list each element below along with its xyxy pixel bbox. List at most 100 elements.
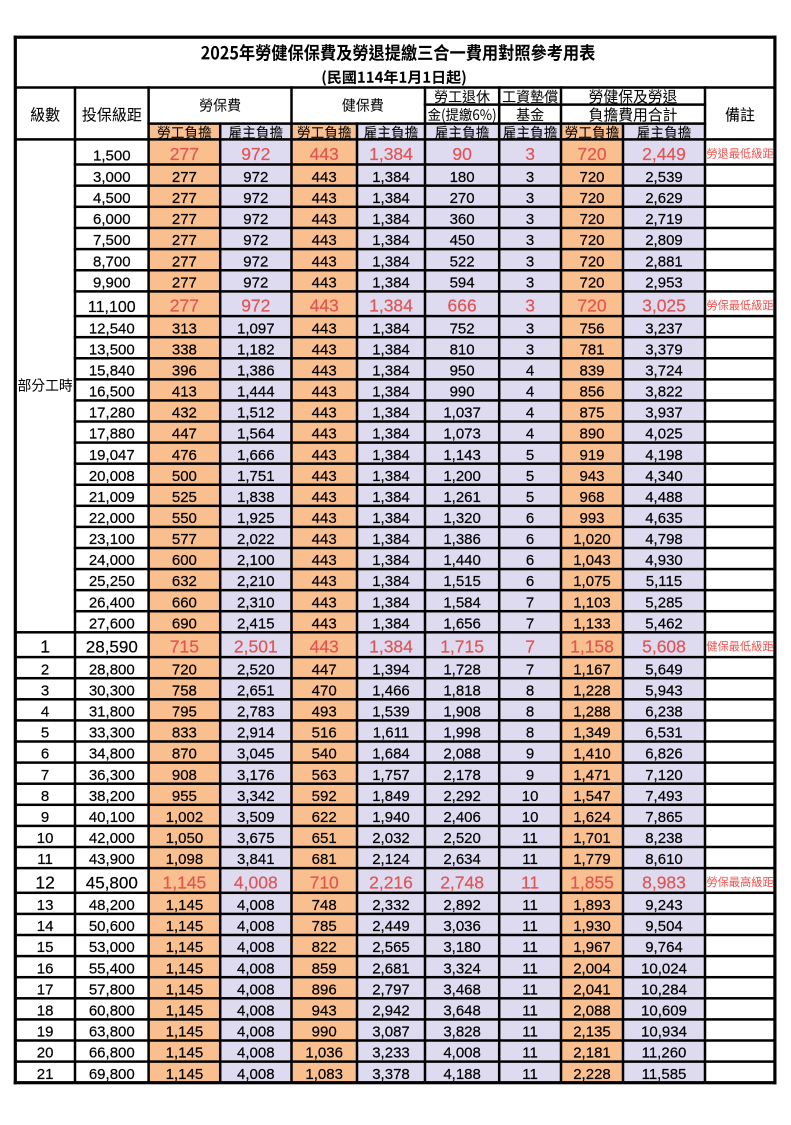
svg-text:5,649: 5,649 — [645, 661, 683, 678]
svg-text:3,937: 3,937 — [645, 405, 683, 422]
svg-text:11: 11 — [521, 872, 539, 892]
svg-text:396: 396 — [172, 362, 197, 379]
svg-text:9,900: 9,900 — [93, 275, 131, 292]
svg-text:1,083: 1,083 — [305, 1066, 343, 1083]
svg-text:7: 7 — [526, 594, 534, 611]
svg-text:1,261: 1,261 — [443, 489, 481, 506]
svg-text:1,097: 1,097 — [237, 320, 275, 337]
svg-text:896: 896 — [312, 981, 337, 998]
svg-text:9: 9 — [41, 809, 49, 826]
svg-text:3: 3 — [525, 144, 535, 164]
svg-text:9,504: 9,504 — [645, 918, 683, 935]
svg-text:666: 666 — [447, 296, 476, 316]
svg-text:17,880: 17,880 — [89, 426, 135, 443]
svg-text:720: 720 — [579, 253, 604, 270]
svg-text:2,332: 2,332 — [372, 897, 410, 914]
svg-text:2,088: 2,088 — [573, 1003, 611, 1020]
svg-text:1,440: 1,440 — [443, 552, 481, 569]
svg-text:1,940: 1,940 — [372, 809, 410, 826]
svg-text:270: 270 — [450, 190, 475, 207]
svg-text:1,145: 1,145 — [166, 939, 204, 956]
svg-text:1,471: 1,471 — [573, 767, 611, 784]
svg-text:3,648: 3,648 — [443, 1003, 481, 1020]
svg-text:4: 4 — [526, 405, 534, 422]
svg-text:2,748: 2,748 — [440, 872, 484, 892]
svg-text:1,103: 1,103 — [573, 594, 611, 611]
svg-text:5: 5 — [526, 447, 534, 464]
svg-text:1,998: 1,998 — [443, 725, 481, 742]
svg-text:2,041: 2,041 — [573, 981, 611, 998]
svg-text:1,611: 1,611 — [373, 725, 409, 742]
svg-text:8,983: 8,983 — [642, 872, 686, 892]
svg-text:443: 443 — [312, 552, 337, 569]
svg-text:1,515: 1,515 — [443, 573, 481, 590]
svg-text:3: 3 — [526, 232, 534, 249]
svg-text:1,384: 1,384 — [372, 405, 410, 422]
svg-text:11: 11 — [522, 897, 538, 914]
svg-text:6: 6 — [526, 510, 534, 527]
svg-text:277: 277 — [172, 253, 197, 270]
svg-text:1,539: 1,539 — [372, 704, 410, 721]
svg-text:443: 443 — [312, 531, 337, 548]
svg-text:3,378: 3,378 — [372, 1066, 410, 1083]
svg-text:748: 748 — [312, 897, 337, 914]
svg-text:3: 3 — [526, 253, 534, 270]
svg-text:990: 990 — [450, 384, 475, 401]
svg-text:3: 3 — [526, 341, 534, 358]
svg-text:24,000: 24,000 — [89, 552, 135, 569]
svg-text:11: 11 — [522, 1024, 538, 1041]
svg-text:1,145: 1,145 — [166, 1024, 204, 1041]
svg-text:950: 950 — [450, 362, 475, 379]
svg-text:781: 781 — [579, 341, 604, 358]
svg-text:1,818: 1,818 — [443, 682, 481, 699]
svg-text:11: 11 — [37, 851, 53, 868]
svg-text:476: 476 — [172, 447, 197, 464]
svg-text:2,210: 2,210 — [237, 573, 275, 590]
svg-text:3,025: 3,025 — [642, 296, 686, 316]
svg-text:14: 14 — [37, 918, 54, 935]
svg-text:20,008: 20,008 — [89, 468, 135, 485]
svg-text:1,656: 1,656 — [443, 615, 481, 632]
svg-text:3,724: 3,724 — [645, 362, 683, 379]
svg-text:1,384: 1,384 — [369, 637, 413, 657]
svg-text:443: 443 — [312, 615, 337, 632]
svg-text:1,133: 1,133 — [573, 615, 611, 632]
svg-text:1,384: 1,384 — [372, 615, 410, 632]
svg-text:1,145: 1,145 — [163, 872, 207, 892]
svg-text:2,565: 2,565 — [372, 939, 410, 956]
svg-text:1,384: 1,384 — [372, 190, 410, 207]
svg-text:2,178: 2,178 — [443, 767, 481, 784]
svg-text:1,384: 1,384 — [372, 489, 410, 506]
svg-text:2: 2 — [41, 661, 49, 678]
svg-text:720: 720 — [577, 144, 606, 164]
svg-text:338: 338 — [172, 341, 197, 358]
svg-text:6,531: 6,531 — [645, 725, 683, 742]
svg-text:7,500: 7,500 — [93, 232, 131, 249]
svg-text:11: 11 — [522, 981, 538, 998]
svg-text:822: 822 — [312, 939, 337, 956]
svg-text:443: 443 — [312, 190, 337, 207]
svg-text:1,228: 1,228 — [573, 682, 611, 699]
svg-text:4,025: 4,025 — [645, 426, 683, 443]
svg-text:1,145: 1,145 — [166, 960, 204, 977]
svg-text:972: 972 — [243, 190, 268, 207]
svg-text:3,180: 3,180 — [443, 939, 481, 956]
svg-text:2,539: 2,539 — [645, 169, 683, 186]
svg-text:12: 12 — [35, 872, 54, 892]
svg-text:443: 443 — [312, 362, 337, 379]
svg-text:313: 313 — [172, 320, 197, 337]
svg-text:6: 6 — [41, 746, 49, 763]
svg-text:1,043: 1,043 — [573, 552, 611, 569]
svg-text:31,800: 31,800 — [89, 704, 135, 721]
svg-text:5,115: 5,115 — [646, 573, 682, 590]
svg-text:943: 943 — [312, 1003, 337, 1020]
svg-text:1,145: 1,145 — [166, 897, 204, 914]
svg-text:1,384: 1,384 — [369, 144, 413, 164]
svg-text:4: 4 — [526, 384, 534, 401]
svg-text:720: 720 — [579, 275, 604, 292]
svg-text:785: 785 — [312, 918, 337, 935]
svg-text:4,008: 4,008 — [237, 981, 275, 998]
svg-text:28,590: 28,590 — [86, 638, 138, 657]
svg-text:516: 516 — [312, 725, 337, 742]
svg-text:20: 20 — [37, 1045, 54, 1062]
